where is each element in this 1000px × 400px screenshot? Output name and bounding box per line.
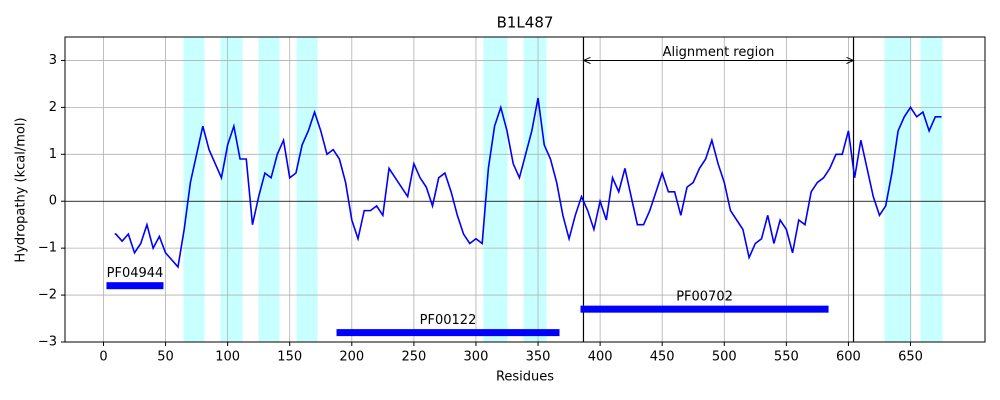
chart-title: B1L487 <box>497 14 554 32</box>
x-tick-label: 350 <box>526 350 551 365</box>
x-tick-label: 200 <box>339 350 364 365</box>
x-tick-label: 250 <box>401 350 426 365</box>
y-tick-label: −3 <box>38 335 57 350</box>
x-axis-label: Residues <box>496 370 554 385</box>
plot-frame <box>64 36 986 343</box>
hydropathy-line <box>114 97 942 269</box>
x-tick-label: 0 <box>99 350 107 365</box>
shaded-region <box>920 37 943 342</box>
shaded-region <box>523 37 547 342</box>
y-tick-label: 3 <box>49 53 57 68</box>
x-tick-label: 300 <box>464 350 489 365</box>
y-tick-label: 1 <box>49 147 57 162</box>
x-tick-label: 650 <box>898 350 923 365</box>
y-axis-label: Hydropathy (kcal/mol) <box>14 117 29 262</box>
x-tick-label: 500 <box>712 350 737 365</box>
x-tick-label: 550 <box>774 350 799 365</box>
domain-bar <box>580 305 829 313</box>
x-tick-label: 50 <box>157 350 174 365</box>
domain-label: PF00122 <box>420 313 477 328</box>
shaded-region <box>183 37 205 342</box>
x-tick-label: 400 <box>588 350 613 365</box>
shaded-region <box>296 37 318 342</box>
x-tick-label: 450 <box>650 350 675 365</box>
shaded-region <box>258 37 280 342</box>
domain-label: PF04944 <box>107 266 164 281</box>
shaded-region <box>220 37 243 342</box>
domain-bar <box>106 282 164 290</box>
x-tick-label: 150 <box>277 350 302 365</box>
domain-label: PF00702 <box>676 290 733 305</box>
y-tick-label: 2 <box>49 100 57 115</box>
annotation-text: Alignment region <box>663 45 775 60</box>
y-tick-label: −2 <box>38 288 57 303</box>
x-tick-label: 600 <box>836 350 861 365</box>
y-tick-label: −1 <box>38 241 57 256</box>
y-tick-label: 0 <box>49 194 57 209</box>
domain-bar <box>336 329 560 337</box>
x-tick-label: 100 <box>215 350 240 365</box>
